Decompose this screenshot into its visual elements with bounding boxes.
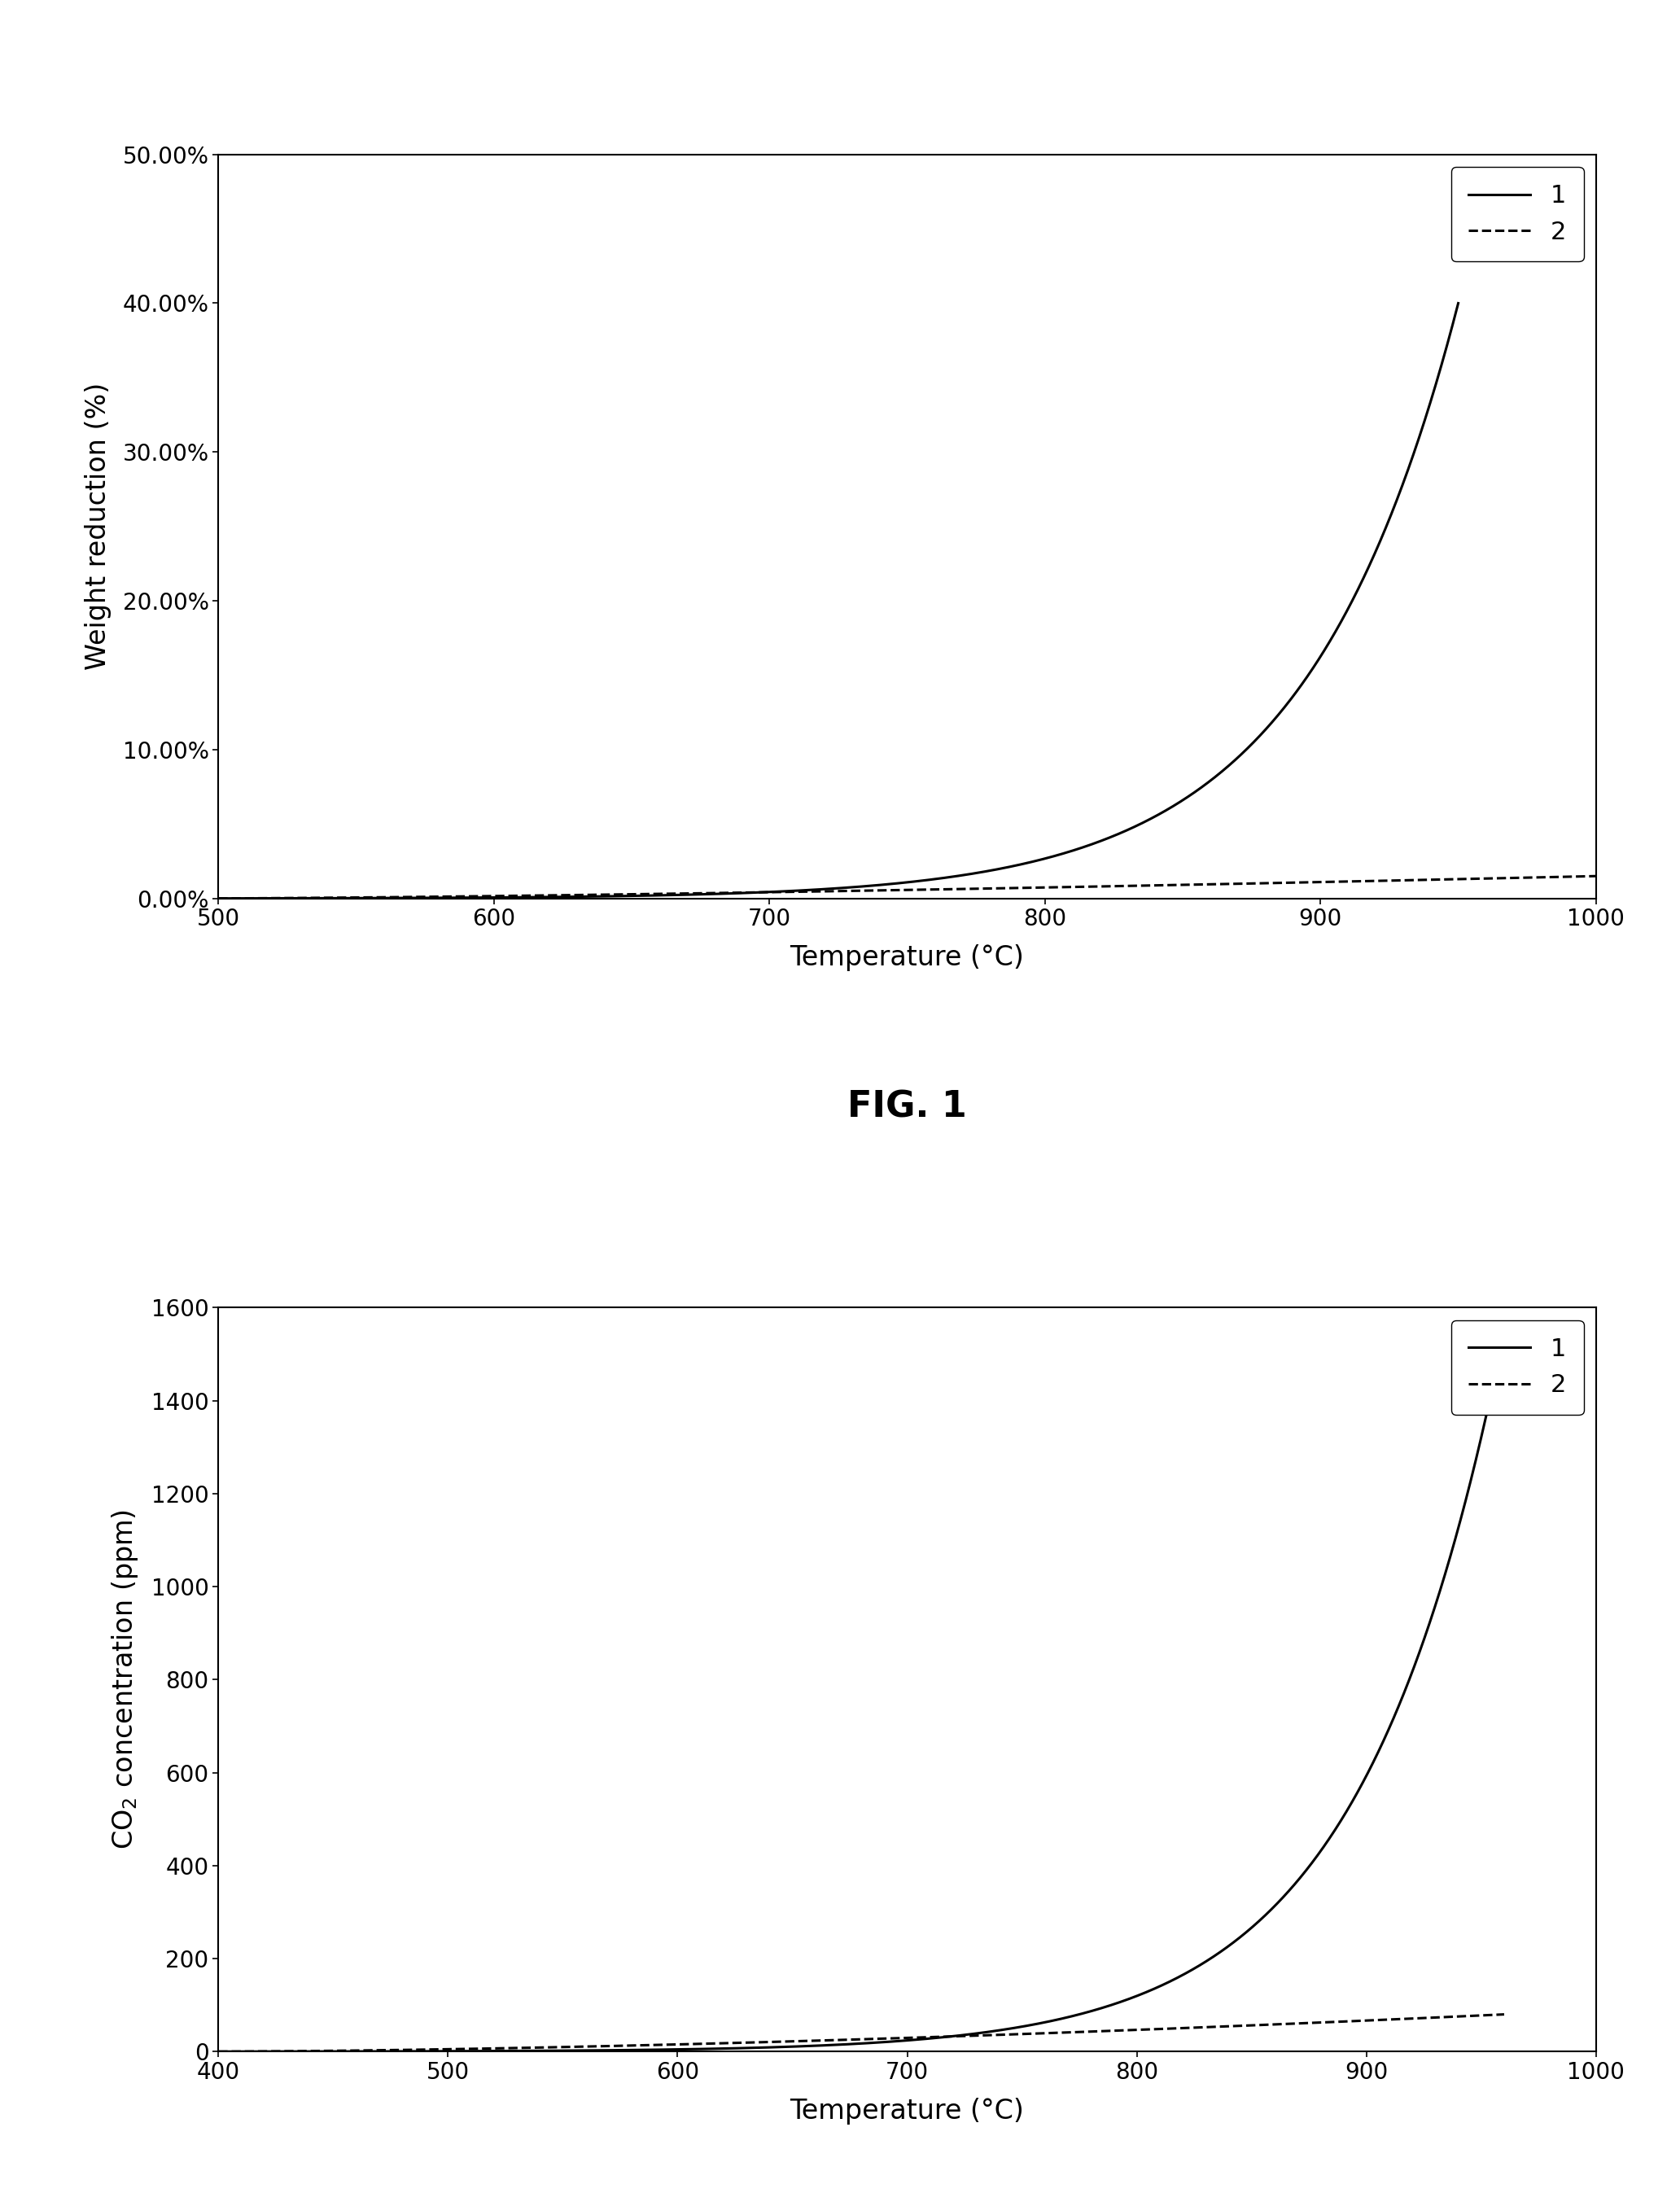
Line: 2: 2	[218, 2014, 1504, 2052]
1	[1184, 779, 1205, 805]
2	[208, 885, 228, 911]
2	[1294, 869, 1314, 896]
Y-axis label: Weight reduction (%): Weight reduction (%)	[84, 382, 111, 671]
2	[1457, 2003, 1477, 2030]
Line: 2: 2	[218, 876, 1596, 898]
2	[1586, 863, 1606, 889]
Line: 1: 1	[218, 302, 1458, 898]
2	[879, 878, 899, 904]
1	[1494, 1317, 1514, 1343]
2	[1221, 2012, 1242, 2038]
2	[274, 2038, 294, 2065]
Legend: 1, 2: 1, 2	[1452, 1319, 1584, 1414]
Line: 1: 1	[218, 1330, 1504, 2052]
2	[1546, 865, 1566, 891]
1	[272, 885, 292, 911]
X-axis label: Temperature (°C): Temperature (°C)	[790, 2098, 1025, 2124]
X-axis label: Temperature (°C): Temperature (°C)	[790, 944, 1025, 971]
2	[208, 2038, 228, 2065]
1	[1411, 417, 1431, 443]
1	[208, 885, 228, 911]
1	[208, 2038, 228, 2065]
Text: FIG. 1: FIG. 1	[847, 1090, 968, 1125]
1	[1457, 1485, 1477, 1511]
Legend: 1, 2: 1, 2	[1452, 168, 1584, 260]
2	[1457, 2003, 1477, 2030]
1	[778, 878, 798, 904]
1	[1457, 1482, 1477, 1509]
2	[279, 885, 299, 911]
2	[800, 2027, 820, 2054]
2	[1494, 2001, 1514, 2027]
1	[1413, 415, 1433, 441]
2	[1546, 865, 1566, 891]
1	[811, 876, 832, 902]
1	[833, 2032, 853, 2058]
Y-axis label: CO$_2$ concentration (ppm): CO$_2$ concentration (ppm)	[109, 1509, 139, 1851]
2	[842, 878, 862, 904]
2	[833, 2027, 853, 2054]
1	[274, 2038, 294, 2065]
1	[800, 2032, 820, 2058]
1	[1221, 1930, 1242, 1957]
1	[1448, 289, 1468, 315]
